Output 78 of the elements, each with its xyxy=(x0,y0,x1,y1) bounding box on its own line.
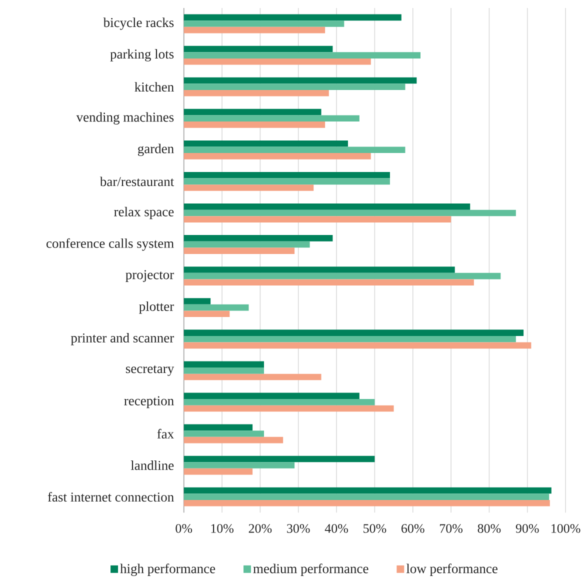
bar xyxy=(184,500,550,506)
x-tick-label: 70% xyxy=(440,524,462,534)
bar xyxy=(184,304,249,311)
y-tick-label: projector xyxy=(126,270,174,282)
bar xyxy=(184,58,371,65)
bar xyxy=(184,392,360,400)
bar xyxy=(184,399,375,406)
bar xyxy=(184,462,295,469)
bar xyxy=(184,46,333,52)
bar xyxy=(184,153,371,160)
bar xyxy=(184,406,394,412)
x-tick-label: 60% xyxy=(402,524,424,534)
bar xyxy=(184,210,516,216)
x-tick-label: 0% xyxy=(176,524,192,534)
bar xyxy=(184,437,284,444)
bar xyxy=(184,52,420,59)
x-tick-label: 90% xyxy=(516,524,539,534)
bar xyxy=(184,109,322,116)
y-tick-label: fast internet connection xyxy=(48,492,174,502)
bar xyxy=(184,84,406,90)
bar xyxy=(184,374,322,380)
bar xyxy=(184,310,230,318)
bar xyxy=(184,146,406,154)
bar xyxy=(184,494,550,500)
bar xyxy=(184,430,264,438)
bar xyxy=(184,122,326,128)
y-tick-label: garden xyxy=(138,144,174,156)
y-tick-label: relax space xyxy=(114,207,174,220)
bar xyxy=(184,330,524,336)
bar xyxy=(184,488,552,494)
x-tick-label: 80% xyxy=(478,524,501,534)
bar xyxy=(184,204,470,210)
y-tick-label: conference calls system xyxy=(46,238,174,251)
bar xyxy=(184,424,253,431)
x-tick-label: 40% xyxy=(324,524,348,534)
y-tick-label: kitchen xyxy=(134,82,174,92)
y-tick-label: reception xyxy=(124,396,174,408)
x-tick-label: 20% xyxy=(248,524,272,534)
bar xyxy=(184,279,474,286)
bar xyxy=(184,78,417,84)
bar xyxy=(184,342,532,349)
y-tick-label: vending machines xyxy=(76,112,174,125)
bar xyxy=(184,115,360,122)
bar xyxy=(184,266,455,274)
bar xyxy=(184,368,264,374)
y-tick-label: parking lots xyxy=(110,49,174,62)
bar xyxy=(184,216,452,223)
y-tick-label: landline xyxy=(130,460,174,470)
bar xyxy=(184,242,310,248)
bar xyxy=(184,336,516,342)
x-tick-label: 50% xyxy=(364,524,386,534)
bar xyxy=(184,27,326,34)
bar xyxy=(184,273,501,280)
bar xyxy=(184,184,314,192)
bar xyxy=(184,361,264,368)
x-tick-label: 100% xyxy=(552,524,580,534)
bar xyxy=(184,248,295,254)
bar xyxy=(184,172,390,179)
bar xyxy=(184,468,253,475)
bar xyxy=(184,20,344,28)
bar xyxy=(184,235,333,242)
legend-label: low performance xyxy=(406,564,498,576)
y-tick-label: plotter xyxy=(139,302,174,314)
y-tick-label: printer and scanner xyxy=(70,333,174,346)
bar xyxy=(184,298,211,305)
bar xyxy=(184,140,348,147)
y-tick-label: secretary xyxy=(126,366,174,376)
bar xyxy=(184,90,329,97)
bar xyxy=(184,178,390,185)
bar xyxy=(184,14,402,21)
legend-label: medium performance xyxy=(253,564,368,576)
x-tick-label: 10% xyxy=(211,524,234,534)
x-tick-label: 30% xyxy=(287,524,310,534)
legend-label: high performance xyxy=(120,564,216,576)
y-tick-label: fax xyxy=(157,429,174,439)
y-tick-label: bicycle racks xyxy=(103,18,174,30)
bar xyxy=(184,456,375,462)
y-tick-label: bar/restaurant xyxy=(100,176,174,186)
